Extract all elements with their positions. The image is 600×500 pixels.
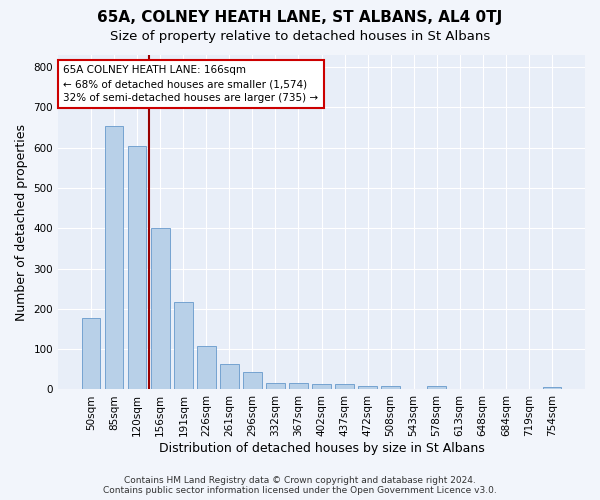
Bar [313,384,331,390]
Bar [82,318,100,390]
Bar [335,384,354,390]
Bar [289,383,308,390]
Bar [542,386,561,390]
Bar [427,386,446,390]
Bar [358,386,377,390]
Bar [197,346,215,390]
Text: 65A COLNEY HEATH LANE: 166sqm
← 68% of detached houses are smaller (1,574)
32% o: 65A COLNEY HEATH LANE: 166sqm ← 68% of d… [64,65,319,103]
Y-axis label: Number of detached properties: Number of detached properties [15,124,28,320]
Text: 65A, COLNEY HEATH LANE, ST ALBANS, AL4 0TJ: 65A, COLNEY HEATH LANE, ST ALBANS, AL4 0… [97,10,503,25]
Bar [105,126,124,390]
Text: Contains HM Land Registry data © Crown copyright and database right 2024.
Contai: Contains HM Land Registry data © Crown c… [103,476,497,495]
X-axis label: Distribution of detached houses by size in St Albans: Distribution of detached houses by size … [158,442,484,455]
Bar [128,146,146,390]
Bar [151,228,170,390]
Bar [243,372,262,390]
Text: Size of property relative to detached houses in St Albans: Size of property relative to detached ho… [110,30,490,43]
Bar [220,364,239,390]
Bar [382,386,400,390]
Bar [174,302,193,390]
Bar [266,382,284,390]
